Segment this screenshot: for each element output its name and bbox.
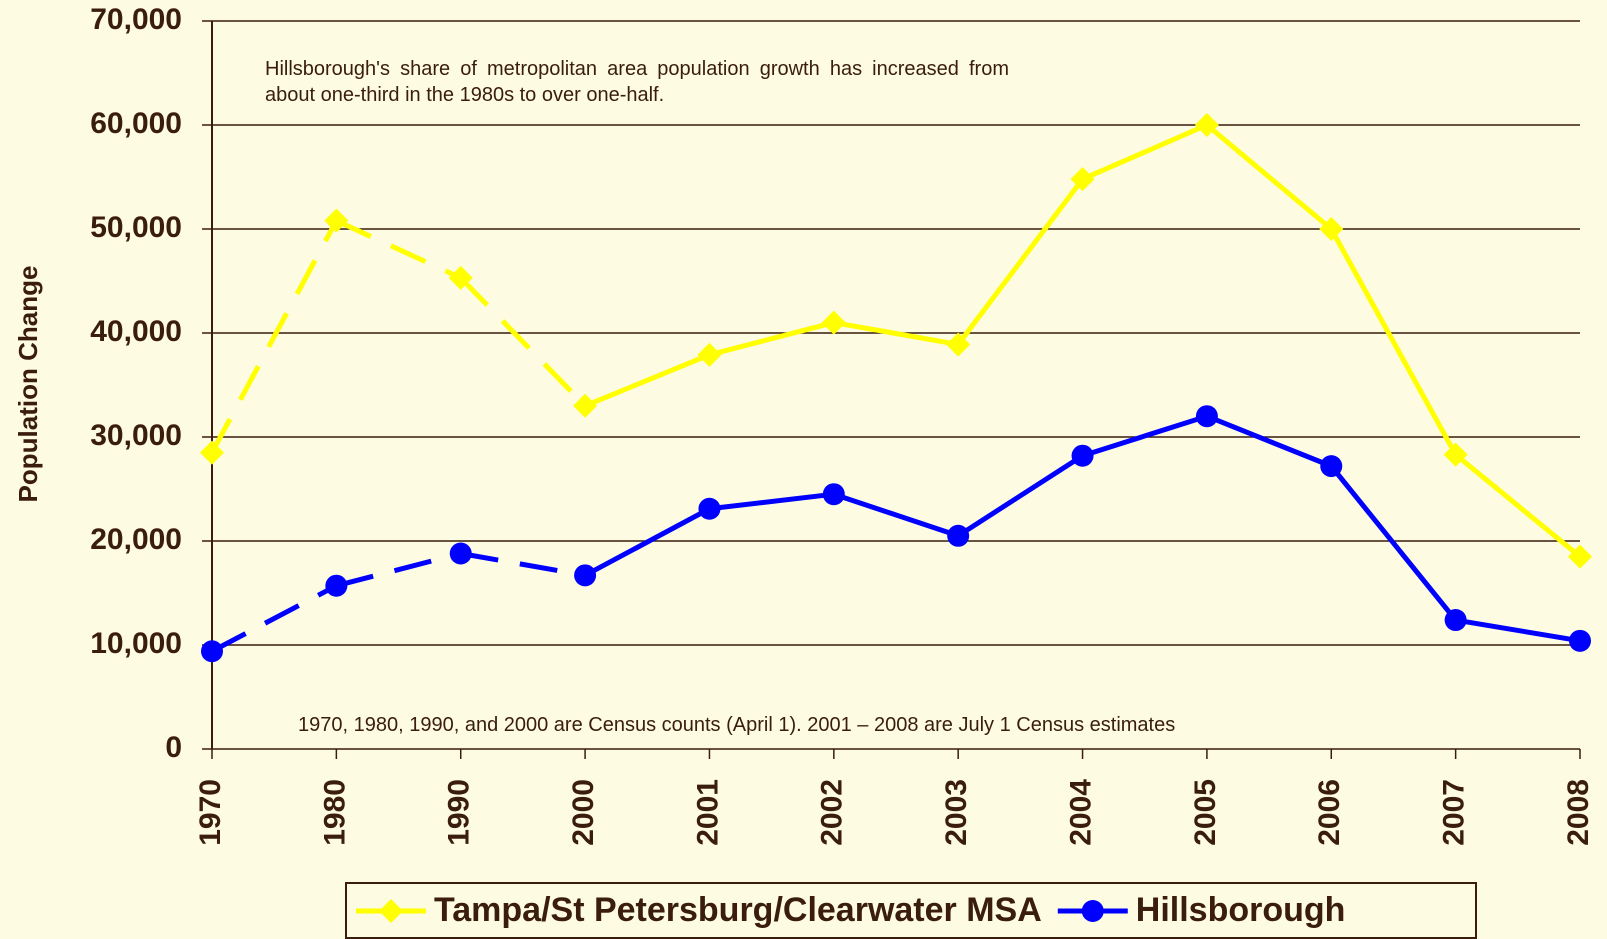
x-tick-label: 2008 [1562, 779, 1595, 846]
series [201, 405, 1591, 663]
line-segment [584, 352, 711, 409]
line-segment [709, 491, 835, 512]
line-segment [1205, 413, 1333, 469]
data-point [1194, 113, 1219, 137]
data-point [200, 440, 224, 465]
data-point [379, 899, 403, 923]
y-tick-label: 30,000 [90, 419, 182, 452]
annotation: Hillsborough's share of metropolitan are… [257, 54, 1017, 110]
annotation: 1970, 1980, 1990, and 2000 are Census co… [290, 710, 1390, 740]
data-point [573, 393, 598, 418]
line-segment [956, 177, 1085, 346]
series [200, 113, 1592, 569]
line-segment [956, 453, 1084, 538]
data-point [1070, 167, 1095, 192]
x-tick-label: 1990 [443, 779, 476, 846]
legend-label: Tampa/St Petersburg/Clearwater MSA [434, 891, 1042, 929]
line-segment [833, 320, 959, 347]
line-segment [708, 320, 835, 358]
y-tick-label: 70,000 [90, 3, 182, 36]
data-point [325, 574, 348, 597]
data-point [946, 332, 971, 357]
data-point [1320, 455, 1343, 478]
data-point [1444, 609, 1467, 632]
x-tick-label: 2003 [940, 779, 973, 846]
line-segment [335, 218, 462, 281]
data-point [448, 265, 473, 290]
data-point [698, 497, 721, 520]
data-point [947, 524, 970, 547]
data-point [1081, 900, 1104, 922]
x-tick-label: 2004 [1064, 779, 1097, 846]
line-segment [1454, 452, 1582, 559]
x-tick-label: 2007 [1438, 779, 1471, 846]
x-tick-label: 1980 [318, 779, 351, 846]
x-tick-label: 2000 [567, 779, 600, 846]
y-tick-label: 0 [165, 731, 182, 764]
data-point [1443, 442, 1468, 467]
line-segment [1205, 123, 1333, 231]
y-tick-label: 20,000 [90, 523, 182, 556]
line-segment [1329, 227, 1458, 456]
line-segment [1455, 617, 1581, 644]
data-point [574, 564, 597, 587]
y-tick-label: 10,000 [90, 627, 182, 660]
x-tick-label: 2001 [691, 779, 724, 846]
line-segment [458, 276, 587, 408]
y-axis-label: Population Change [13, 266, 43, 503]
line-segment [833, 491, 959, 539]
line-segment [209, 219, 339, 454]
data-point [1569, 629, 1591, 652]
annotation-text: Hillsborough's share of metropolitan are… [257, 54, 1017, 110]
legend-label: Hillsborough [1136, 891, 1346, 929]
x-tick-label: 2005 [1189, 779, 1222, 846]
y-tick-label: 40,000 [90, 315, 182, 348]
data-point [1568, 544, 1592, 569]
line-segment [1081, 413, 1208, 459]
line-segment [1329, 464, 1458, 622]
data-point [1319, 217, 1344, 241]
line-segment [210, 583, 338, 654]
line-segment [1081, 122, 1208, 182]
data-point [821, 310, 846, 335]
x-tick-label: 2002 [816, 779, 849, 846]
x-tick-label: 2006 [1313, 779, 1346, 846]
data-point [449, 542, 472, 565]
y-tick-label: 50,000 [90, 211, 182, 244]
line-segment [460, 551, 586, 578]
line-segment [335, 551, 462, 589]
x-tick-label: 1970 [194, 779, 227, 846]
data-point [697, 342, 722, 367]
data-point [201, 640, 223, 663]
data-point [324, 208, 349, 233]
legend-box [345, 882, 1477, 939]
y-tick-label: 60,000 [90, 107, 182, 140]
line-segment [583, 506, 711, 578]
data-point [822, 483, 845, 506]
annotation-text: 1970, 1980, 1990, and 2000 are Census co… [290, 710, 1390, 740]
data-point [1195, 405, 1218, 428]
legend: Tampa/St Petersburg/Clearwater MSA Hillsb… [345, 882, 1477, 939]
data-point [1071, 444, 1094, 467]
